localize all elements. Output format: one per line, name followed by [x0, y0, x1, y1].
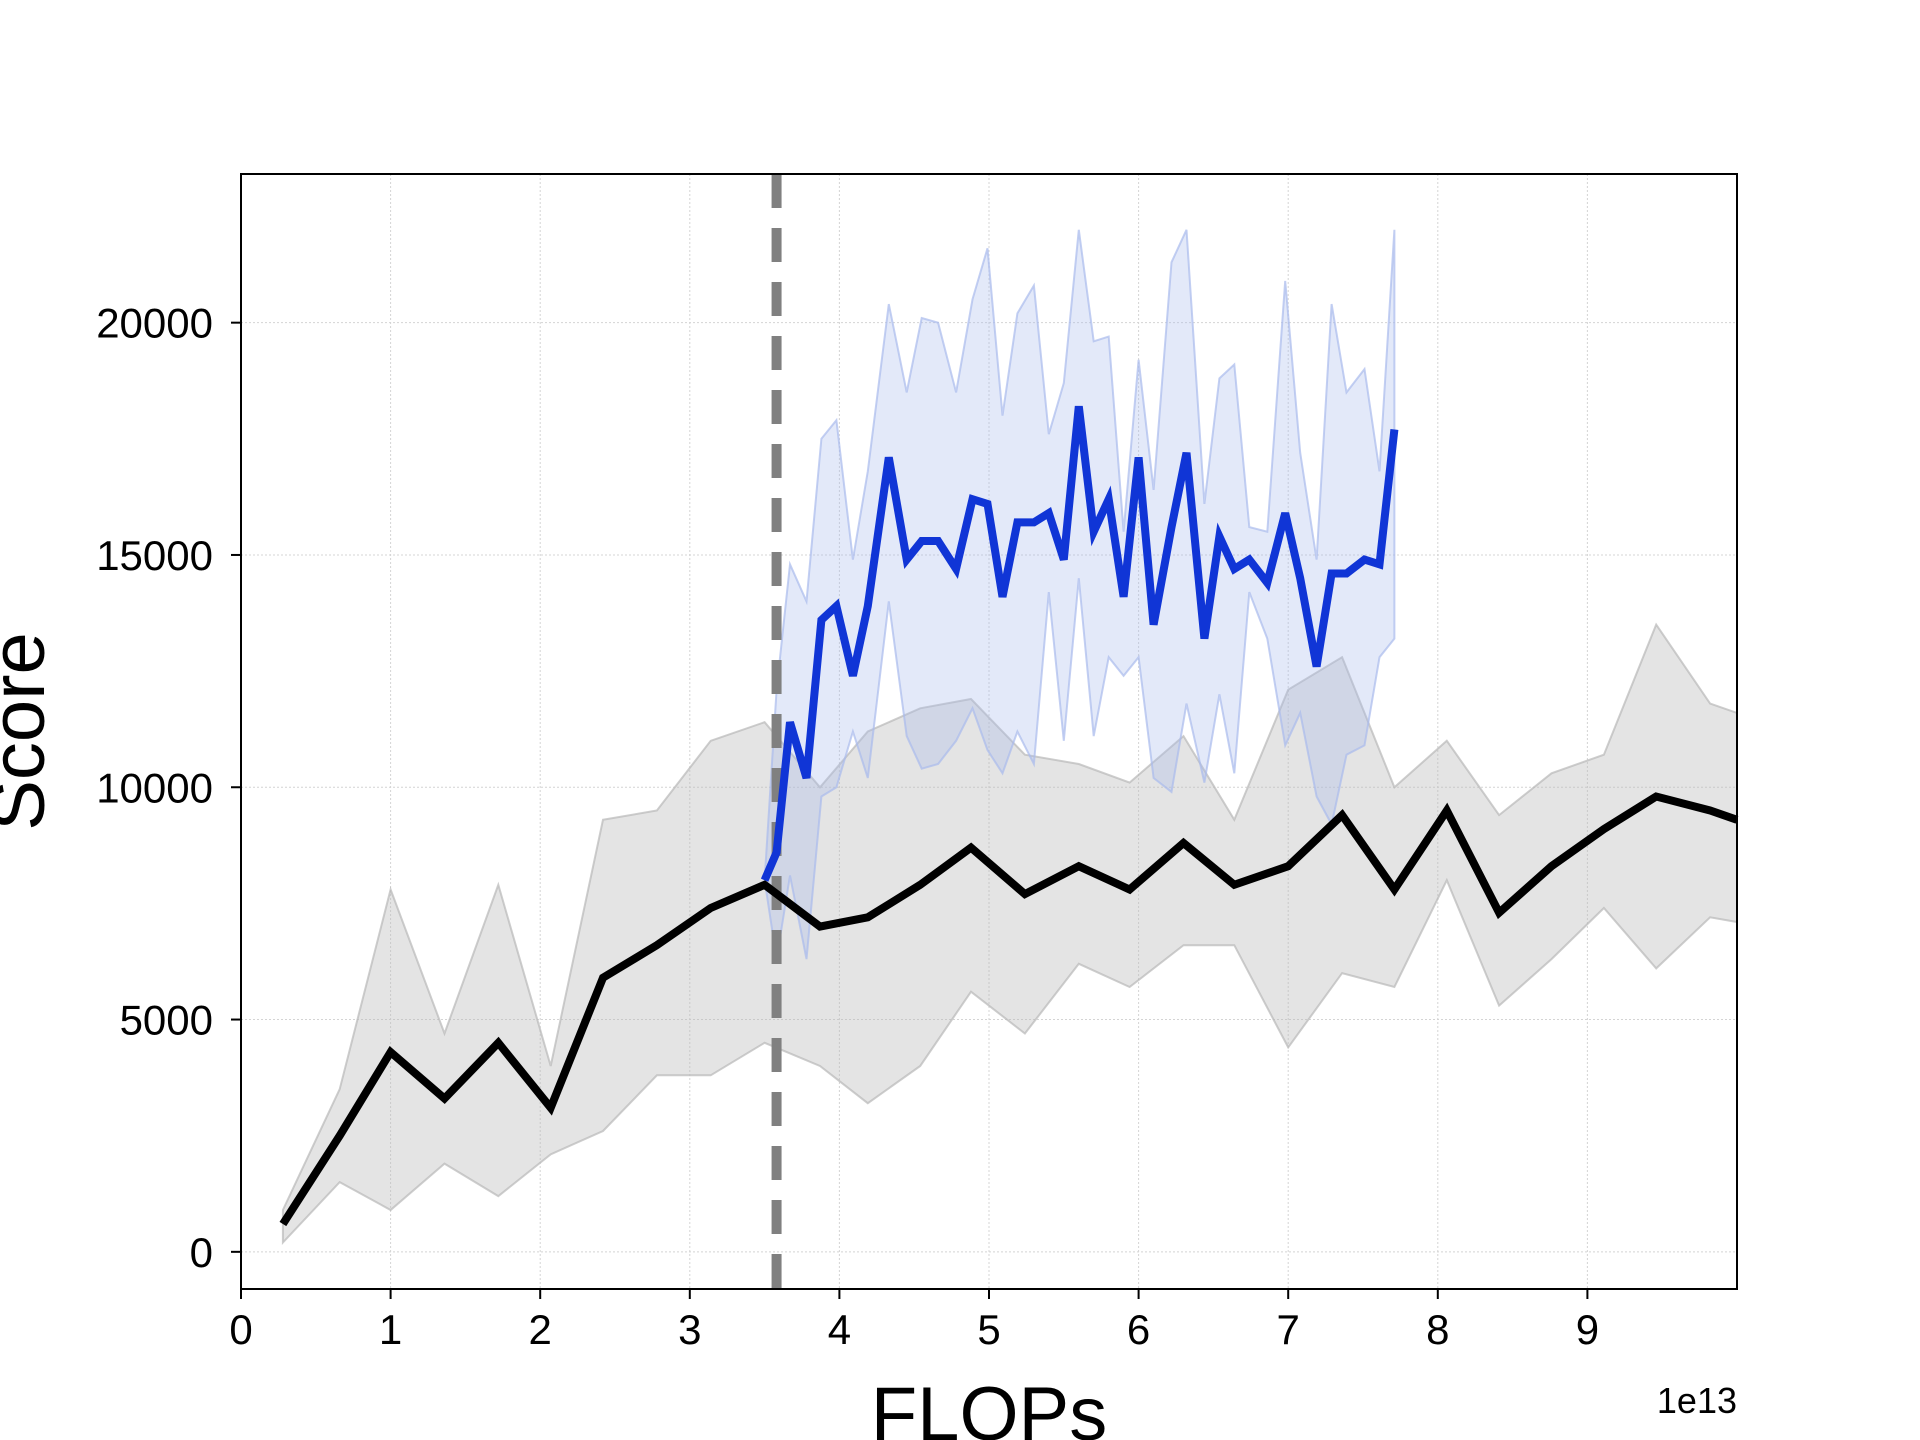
x-tick-label: 7	[1277, 1306, 1300, 1353]
x-tick-label: 9	[1576, 1306, 1599, 1353]
y-tick-label: 10000	[96, 764, 213, 811]
y-tick-label: 20000	[96, 300, 213, 347]
x-tick-label: 6	[1127, 1306, 1150, 1353]
y-tick-label: 5000	[120, 997, 213, 1044]
x-axis-label: FLOPs	[871, 1372, 1108, 1440]
y-tick-label: 15000	[96, 532, 213, 579]
x-tick-label: 4	[828, 1306, 851, 1353]
x-axis-ticks: 0 1 2 3 4 5 6 7 8 9	[229, 1289, 1599, 1353]
series-0-line	[279, 792, 1739, 1227]
x-axis-offset-label: 1e13	[1657, 1380, 1737, 1421]
x-tick-label: 0	[229, 1306, 252, 1353]
y-tick-label: 0	[190, 1229, 213, 1276]
x-tick-label: 2	[529, 1306, 552, 1353]
x-tick-label: 5	[977, 1306, 1000, 1353]
x-tick-label: 3	[678, 1306, 701, 1353]
x-tick-label: 1	[379, 1306, 402, 1353]
gridlines	[240, 174, 1737, 1289]
series-lines	[279, 405, 1739, 1227]
y-axis-label: Score	[0, 632, 61, 831]
confidence-bands	[281, 229, 1738, 1246]
y-axis-ticks: 0 5000 10000 15000 20000	[96, 300, 241, 1276]
x-tick-label: 8	[1426, 1306, 1449, 1353]
series-1-line	[760, 405, 1399, 882]
